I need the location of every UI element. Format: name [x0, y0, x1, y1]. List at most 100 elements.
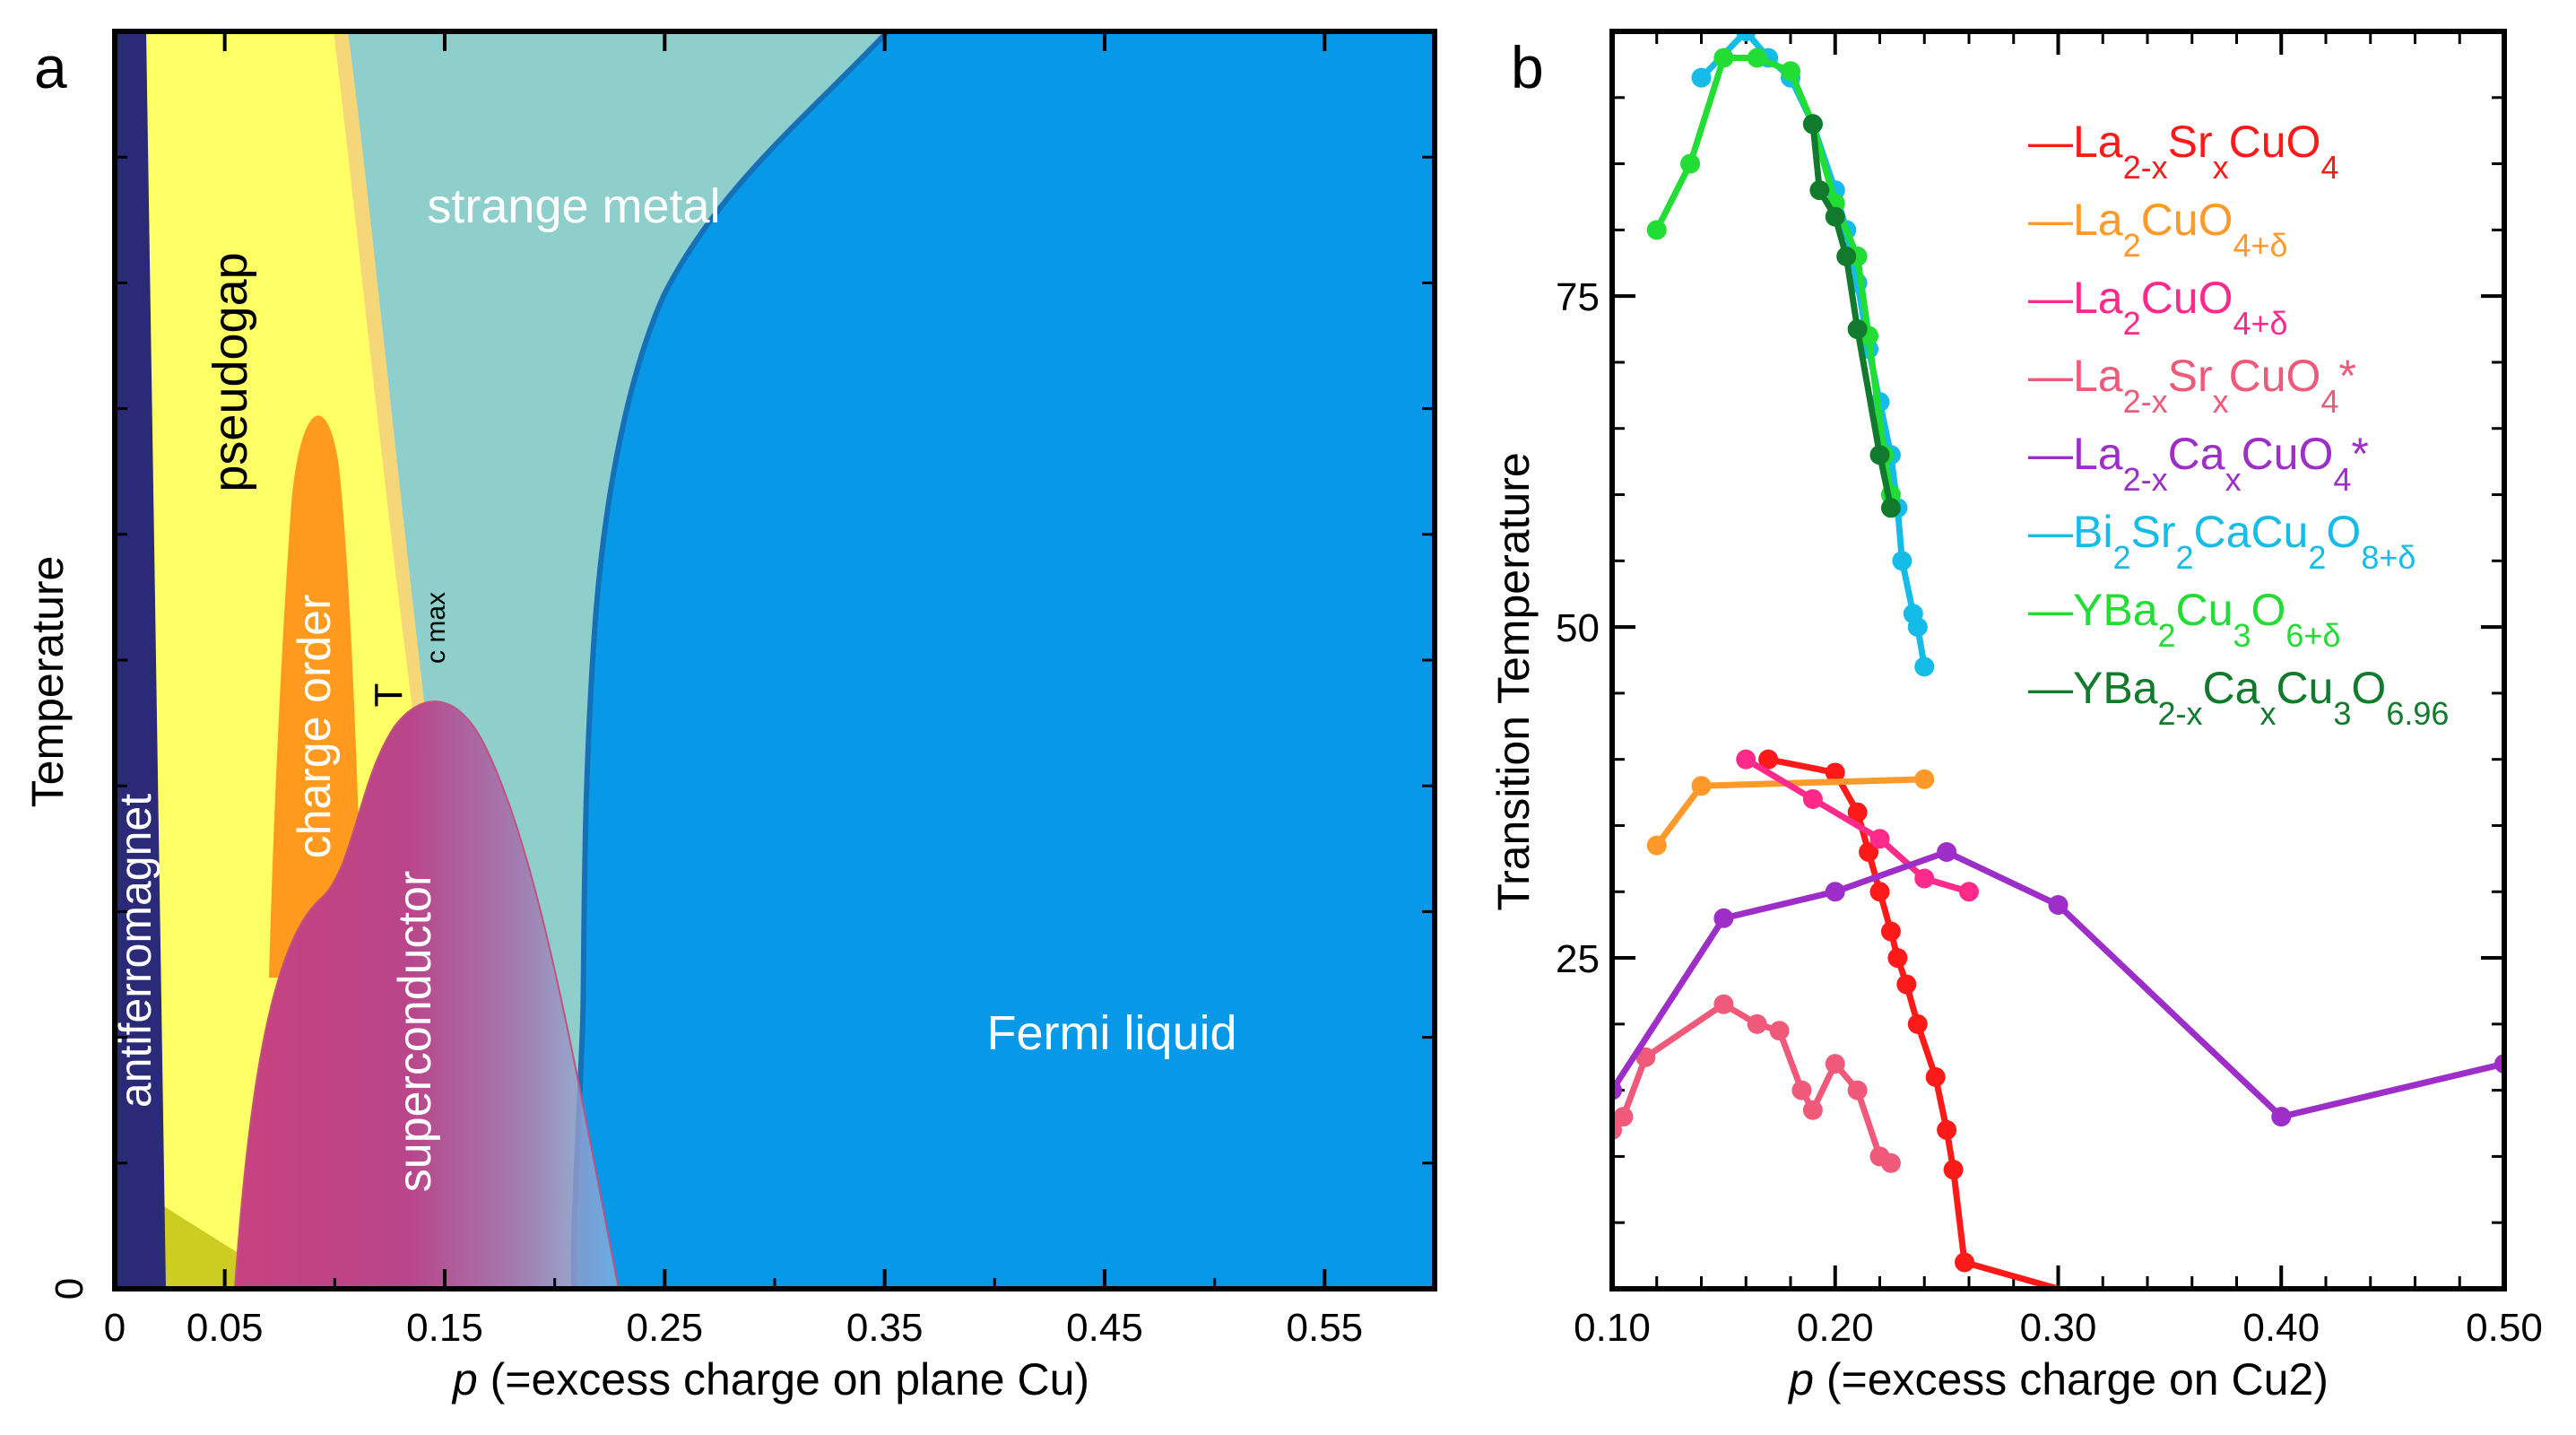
- data-point: [1925, 1066, 1946, 1087]
- panel-b-xlabel-rest: (=excess charge on Cu2): [1814, 1354, 2329, 1405]
- legend-text: 4+δ: [2233, 227, 2287, 264]
- legend-text: *: [2338, 351, 2355, 401]
- legend-entry: —YBa2-xCaxCu3O6.96: [2028, 663, 2449, 732]
- data-point: [1959, 882, 1979, 902]
- panel-a-x-tick-label: 0.05: [186, 1306, 264, 1350]
- panel-b-y-tick-label: 50: [1556, 606, 1600, 650]
- legend-text: La: [2073, 273, 2123, 323]
- legend-dash: —: [2028, 585, 2073, 635]
- panel-a-y-zero: 0: [48, 1278, 91, 1300]
- data-point: [1880, 921, 1901, 942]
- superconductor-region: [233, 700, 620, 1289]
- data-point: [1847, 802, 1868, 822]
- legend-text: Sr: [2131, 507, 2176, 557]
- data-point: [1836, 246, 1857, 266]
- panel-b-y-tick-label: 25: [1556, 937, 1600, 981]
- legend-text: 4+δ: [2233, 305, 2287, 342]
- legend-text: CuO: [2141, 195, 2233, 245]
- series-4: [1612, 841, 2504, 1127]
- legend-text: x: [2213, 149, 2229, 186]
- legend-text: 2: [2123, 305, 2141, 342]
- series-3: [1612, 994, 1901, 1173]
- legend-entry: —La2-xCaxCuO4*: [2028, 429, 2369, 498]
- legend-text: x: [2225, 461, 2242, 498]
- legend-dash: —: [2028, 507, 2073, 557]
- panel-b-x-tick-label: 0.20: [1797, 1306, 1874, 1350]
- legend-text: 2: [2112, 539, 2130, 576]
- data-point: [1859, 841, 1879, 862]
- legend-text: 4: [2320, 383, 2338, 420]
- legend-text: 6.96: [2386, 695, 2449, 732]
- legend-text: O: [2351, 663, 2386, 713]
- panel-a-xlabel: p (=excess charge on plane Cu): [451, 1354, 1089, 1405]
- data-point: [1646, 835, 1667, 856]
- legend-text: 4: [2320, 149, 2338, 186]
- legend-text: Cu: [2176, 585, 2233, 635]
- panel-b-x-tick-label: 0.50: [2466, 1306, 2543, 1350]
- legend-text: O: [2251, 585, 2286, 635]
- low-corner-region: [157, 1202, 251, 1289]
- data-point: [1769, 1021, 1790, 1041]
- data-point: [1791, 1080, 1812, 1100]
- legend-text: 2: [2158, 617, 2176, 654]
- data-point: [1825, 1054, 1845, 1074]
- legend-text: La: [2073, 117, 2123, 167]
- series-7: [1802, 114, 1901, 518]
- legend-entry: —La2CuO4+δ: [2028, 195, 2288, 264]
- data-point: [1691, 776, 1712, 796]
- panel-b-frame: [1609, 29, 2507, 1292]
- legend-dash: —: [2028, 195, 2073, 245]
- legend-text: CuO: [2229, 117, 2321, 167]
- antiferromagnet-region: [115, 31, 166, 1289]
- data-point: [1937, 841, 1957, 862]
- legend-dash: —: [2028, 351, 2073, 401]
- legend-text: 2: [2308, 539, 2326, 576]
- data-point: [1635, 1047, 1656, 1067]
- legend-text: La: [2073, 429, 2123, 479]
- legend-text: Bi: [2073, 507, 2112, 557]
- legend-text: 6+δ: [2285, 617, 2340, 654]
- panel-a-ylabel: Temperature: [22, 556, 73, 808]
- panel-b-xlabel: p (=excess charge on Cu2): [1787, 1354, 2329, 1405]
- legend-text: CuO: [2229, 351, 2321, 401]
- region-label-fermi-liquid: Fermi liquid: [986, 1006, 1236, 1060]
- panel-b-ticks: 0.10 0.20 0.30 0.40 0.50 25 50 75: [1556, 31, 2543, 1350]
- panel-a-label: a: [34, 34, 67, 100]
- region-label-strange-metal: strange metal: [427, 179, 720, 233]
- legend-text: x: [2213, 383, 2229, 420]
- data-point: [1887, 948, 1908, 969]
- data-point: [1847, 1080, 1868, 1100]
- panel-b-x-tick-label: 0.40: [2242, 1306, 2320, 1350]
- data-point: [1896, 974, 1917, 995]
- data-point: [1825, 206, 1845, 227]
- panel-b-y-tick-label: 75: [1556, 275, 1600, 319]
- legend-text: La: [2073, 195, 2123, 245]
- data-point: [1802, 114, 1823, 135]
- series-0: [1758, 749, 2061, 1289]
- tc-max-subscript: c max: [421, 592, 451, 664]
- legend-text: Sr: [2168, 351, 2213, 401]
- data-point: [1914, 657, 1935, 677]
- panel-a-x-tick-label: 0.35: [846, 1306, 924, 1350]
- data-point: [1880, 1152, 1901, 1173]
- legend-text: 2-x: [2158, 695, 2203, 732]
- series-2: [1736, 749, 1979, 902]
- charge-order-region: [269, 415, 363, 978]
- data-point: [1713, 48, 1734, 68]
- data-point: [1869, 882, 1890, 902]
- legend-text: 2-x: [2123, 461, 2168, 498]
- data-point: [1802, 788, 1823, 809]
- data-point: [2048, 895, 2069, 916]
- data-point: [1713, 908, 1734, 928]
- data-point: [1914, 868, 1935, 889]
- legend-entry: —Bi2Sr2CaCu2O8+δ: [2028, 507, 2416, 576]
- data-point: [1869, 829, 1890, 849]
- data-point: [1955, 1252, 1975, 1273]
- legend-text: 4: [2333, 461, 2351, 498]
- data-point: [1613, 1107, 1634, 1127]
- panel-b-label: b: [1511, 34, 1544, 100]
- data-point: [1937, 1119, 1957, 1140]
- legend-dash: —: [2028, 663, 2073, 713]
